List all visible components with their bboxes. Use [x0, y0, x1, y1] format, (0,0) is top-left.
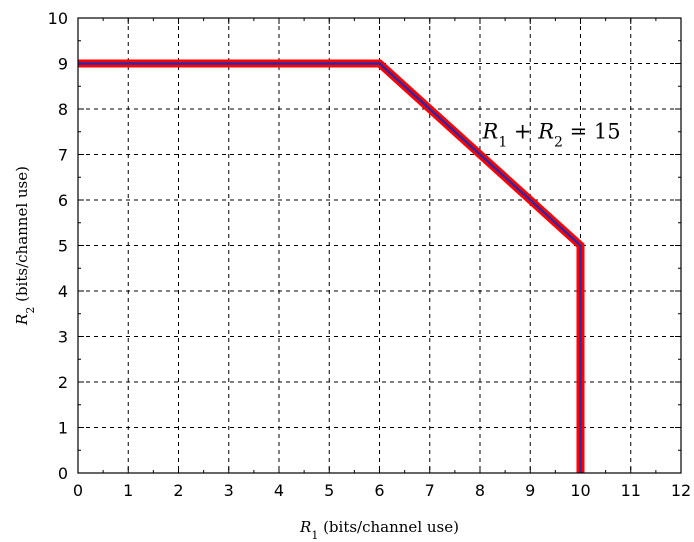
annotation-r2-var: R — [537, 120, 554, 144]
annotation-r1-var: R — [482, 120, 499, 144]
x-tick-label: 4 — [274, 481, 284, 500]
x-tick-label: 11 — [621, 481, 641, 500]
y-tick-label: 7 — [58, 146, 68, 165]
x-axis-label-var: R — [299, 518, 311, 536]
y-tick-label: 0 — [58, 464, 68, 483]
y-tick-label: 10 — [48, 9, 68, 28]
x-tick-labels: 0 1 2 3 4 5 6 7 8 9 10 11 12 — [73, 481, 691, 500]
grid-lines — [77, 17, 682, 474]
x-tick-label: 12 — [671, 481, 691, 500]
x-axis-label-text: (bits/channel use) — [318, 518, 459, 536]
x-tick-label: 2 — [173, 481, 183, 500]
x-tick-label: 7 — [425, 481, 435, 500]
minor-ticks — [78, 18, 681, 473]
y-tick-label: 3 — [58, 328, 68, 347]
y-tick-label: 9 — [58, 55, 68, 74]
y-tick-labels: 0 1 2 3 4 5 6 7 8 9 10 — [48, 9, 68, 483]
x-axis-label: R1 (bits/channel use) — [299, 518, 459, 542]
y-axis-label-sub: 2 — [24, 307, 37, 314]
y-axis-label-var: R — [13, 314, 31, 326]
x-tick-label: 5 — [324, 481, 334, 500]
y-axis-label: R2 (bits/channel use) — [13, 166, 37, 326]
y-tick-label: 4 — [58, 282, 68, 301]
annotation-plus: + — [507, 120, 538, 144]
y-axis-label-text: (bits/channel use) — [13, 166, 31, 307]
rate-region-boundary — [78, 62, 582, 473]
plot-frame — [77, 17, 682, 474]
sum-rate-annotation: R1 + R2 = 15 — [482, 120, 621, 151]
x-tick-label: 6 — [374, 481, 384, 500]
x-tick-label: 3 — [224, 481, 234, 500]
x-tick-label: 0 — [73, 481, 83, 500]
x-tick-label: 10 — [570, 481, 590, 500]
y-tick-label: 8 — [58, 100, 68, 119]
y-tick-label: 2 — [58, 373, 68, 392]
y-tick-label: 1 — [58, 419, 68, 438]
y-tick-label: 5 — [58, 237, 68, 256]
y-tick-label: 6 — [58, 191, 68, 210]
series-group — [78, 59, 585, 473]
x-tick-label: 9 — [525, 481, 535, 500]
x-tick-label: 8 — [475, 481, 485, 500]
x-tick-label: 1 — [123, 481, 133, 500]
annotation-equals: = 15 — [563, 120, 621, 144]
x-axis-label-sub: 1 — [311, 529, 318, 542]
annotation-r1-sub: 1 — [498, 135, 507, 151]
annotation-r2-sub: 2 — [554, 135, 563, 151]
